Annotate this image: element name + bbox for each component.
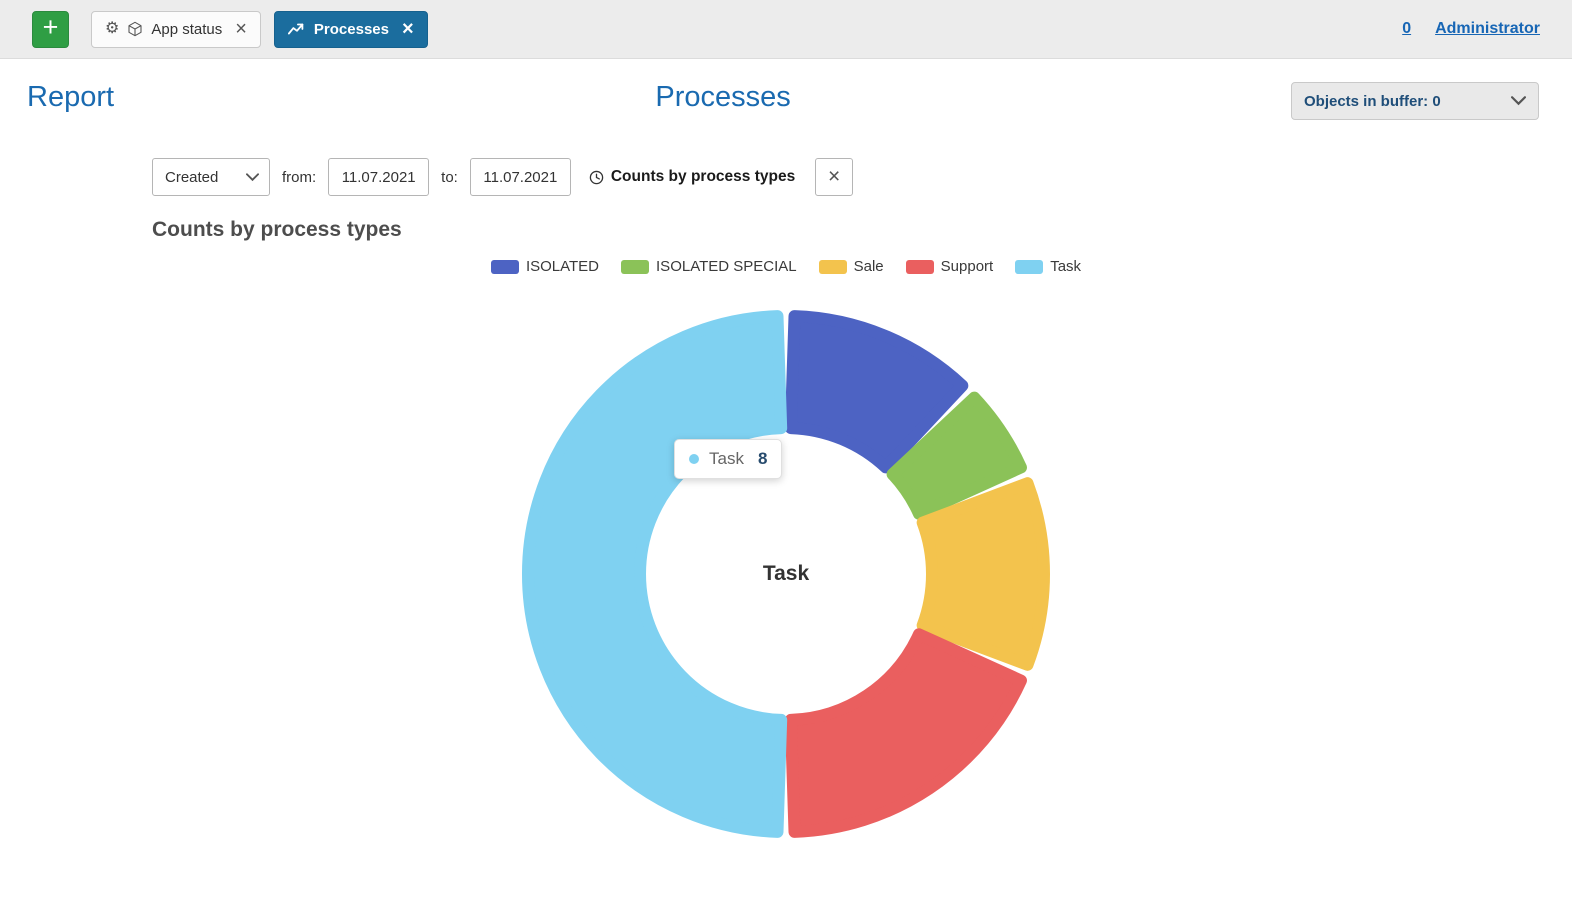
donut-slice-task[interactable] — [521, 310, 788, 838]
legend-swatch — [621, 259, 650, 274]
donut-slice-support[interactable] — [784, 628, 1027, 838]
filter-report-label: Counts by process types — [610, 168, 796, 185]
buffer-dropdown-label: Objects in buffer: 0 — [1304, 92, 1441, 110]
chevron-down-icon — [1511, 96, 1526, 106]
legend-swatch — [818, 259, 847, 274]
topbar-count-link[interactable]: 0 — [1402, 20, 1412, 37]
legend-label: Support — [940, 258, 994, 275]
donut-chart: Task Task 8 — [506, 289, 1066, 849]
package-icon — [127, 21, 143, 37]
legend-item-support[interactable]: Support — [905, 258, 994, 275]
add-icon: + — [42, 12, 59, 42]
chart-tooltip: Task 8 — [674, 439, 783, 479]
chart-legend: ISOLATED ISOLATED SPECIAL Sale Support Task — [0, 258, 1572, 275]
donut-slice-isolated[interactable] — [784, 310, 969, 474]
tooltip-label: Task — [709, 449, 744, 468]
date-type-select-value: Created — [165, 168, 219, 186]
header-row: Report Processes Objects in buffer: 0 — [0, 81, 1572, 140]
legend-item-sale[interactable]: Sale — [818, 258, 884, 275]
date-type-select[interactable]: Created — [152, 158, 270, 196]
close-tab-icon[interactable]: × — [235, 18, 247, 40]
donut-slice-isolated-special[interactable] — [886, 391, 1027, 520]
chevron-down-icon — [246, 172, 259, 182]
legend-item-isolated-special[interactable]: ISOLATED SPECIAL — [621, 258, 797, 275]
legend-label: Task — [1050, 258, 1082, 275]
date-from-input[interactable] — [328, 158, 430, 196]
tab-processes[interactable]: Processes × — [273, 10, 428, 48]
tab-label: App status — [151, 20, 223, 38]
objects-in-buffer-dropdown[interactable]: Objects in buffer: 0 — [1291, 82, 1539, 120]
tooltip-value: 8 — [757, 449, 768, 468]
close-tab-icon[interactable]: × — [401, 18, 414, 40]
trend-icon — [287, 22, 306, 36]
legend-item-task[interactable]: Task — [1015, 258, 1081, 275]
legend-item-isolated[interactable]: ISOLATED — [490, 258, 600, 275]
legend-swatch — [905, 259, 934, 274]
chart-section: Counts by process types ISOLATED ISOLATED… — [0, 218, 1572, 849]
tooltip-dot — [689, 454, 699, 464]
legend-label: Sale — [853, 258, 884, 275]
topbar-right: 0 Administrator — [1402, 20, 1540, 38]
gear-icon: ⚙ — [105, 20, 120, 37]
tab-label: Processes — [313, 20, 389, 38]
chart-title: Counts by process types — [152, 218, 402, 241]
clock-icon — [589, 170, 604, 185]
legend-swatch — [490, 259, 519, 274]
donut-chart-svg — [521, 310, 1050, 838]
filter-row: Created from: to: Counts by process type… — [152, 158, 1572, 196]
topbar: + ⚙ App status × Processes × 0 Administr… — [0, 0, 1572, 59]
legend-label: ISOLATED — [525, 258, 600, 275]
donut-slice-sale[interactable] — [916, 477, 1050, 671]
report-name-wrap: Counts by process types — [589, 168, 795, 186]
date-to-input[interactable] — [469, 158, 571, 196]
legend-label: ISOLATED SPECIAL — [656, 258, 797, 275]
page-title: Processes — [655, 81, 791, 113]
close-icon: × — [828, 165, 841, 188]
report-title: Report — [27, 81, 115, 113]
chart-center-label: Task — [762, 562, 810, 585]
legend-swatch — [1015, 259, 1044, 274]
from-label: from: — [282, 168, 317, 186]
add-tab-button[interactable]: + — [32, 10, 69, 48]
tab-app-status[interactable]: ⚙ App status × — [91, 10, 261, 48]
remove-report-button[interactable]: × — [815, 158, 854, 196]
user-link[interactable]: Administrator — [1435, 20, 1540, 37]
to-label: to: — [441, 168, 458, 186]
